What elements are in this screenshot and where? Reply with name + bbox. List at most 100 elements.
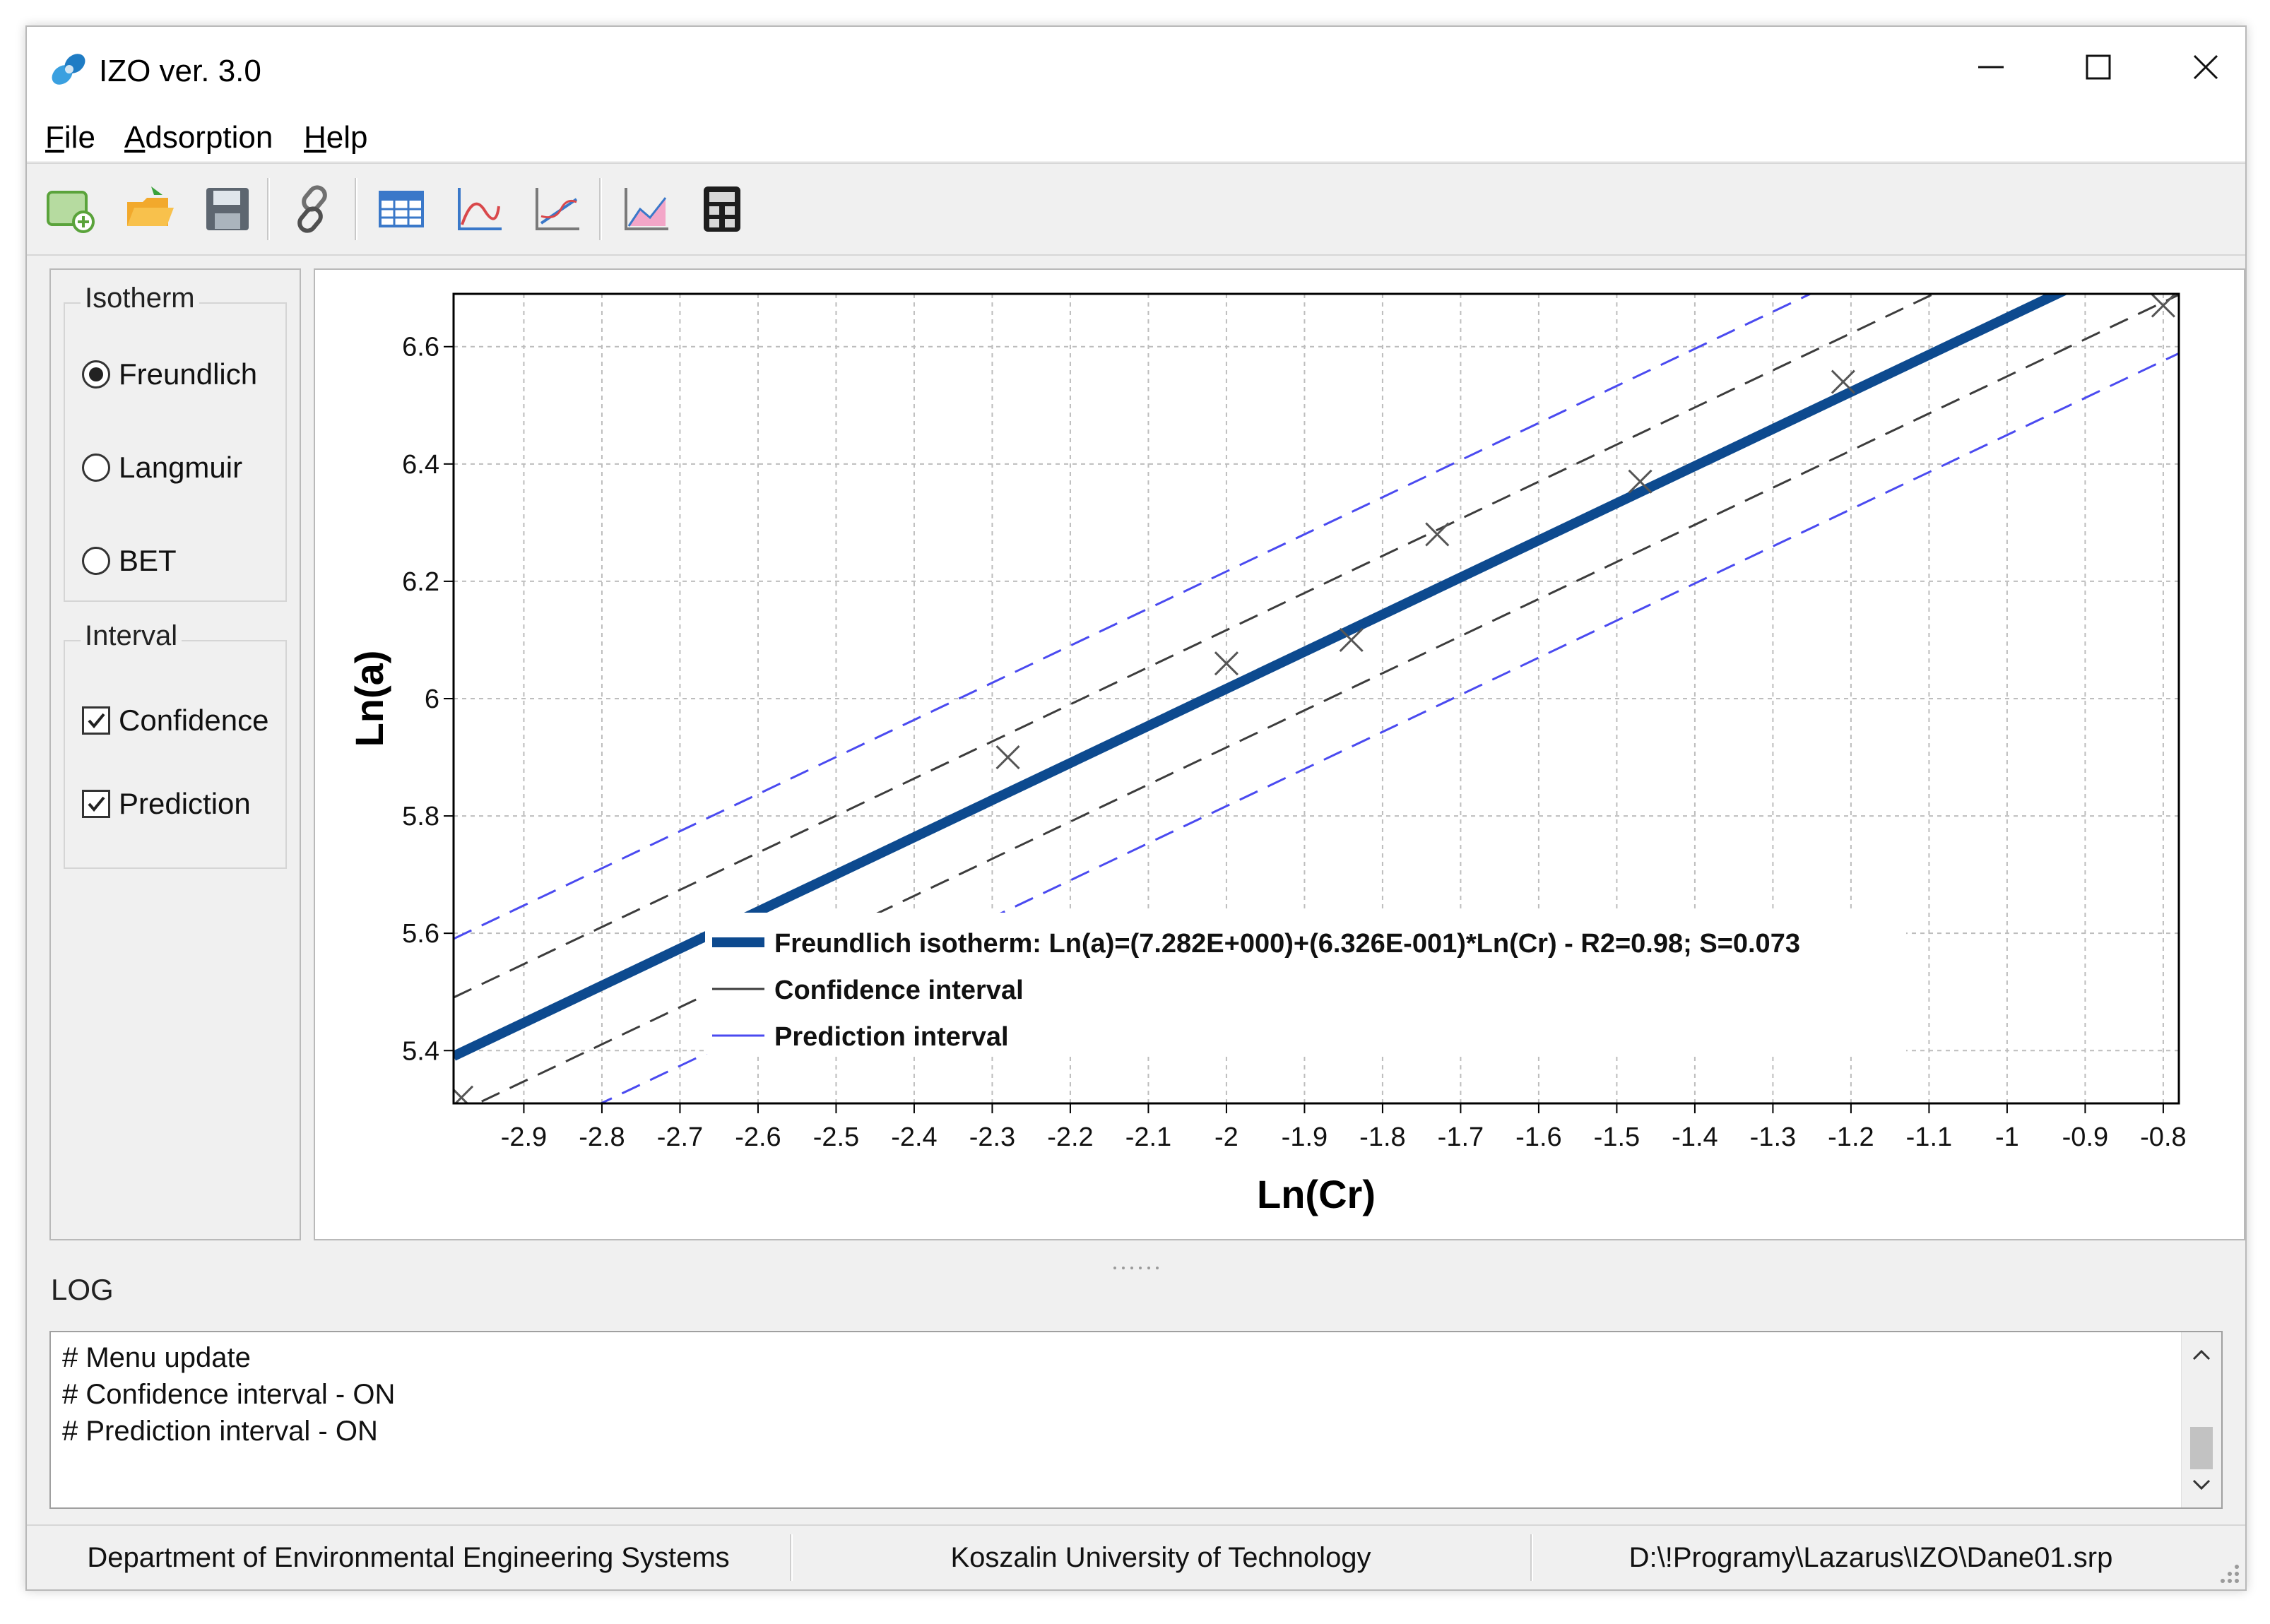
checkbox-prediction-box <box>82 790 110 818</box>
interval-plot-button[interactable] <box>615 178 677 240</box>
y-tick-label: 5.8 <box>402 802 439 831</box>
toolbar-separator <box>267 178 270 240</box>
checkbox-confidence-box <box>82 706 110 735</box>
data-point <box>1214 651 1239 676</box>
menu-file[interactable]: File <box>45 120 95 155</box>
resize-grip-icon[interactable] <box>2213 1557 2241 1585</box>
chart-legend: Freundlich isotherm: Ln(a)=(7.282E+000)+… <box>705 913 1906 1054</box>
checkbox-prediction[interactable]: Prediction <box>82 784 251 824</box>
open-button[interactable] <box>119 178 181 240</box>
prediction-upper-line <box>454 294 1813 940</box>
x-tick-label: -1.5 <box>1594 1122 1640 1152</box>
table-button[interactable] <box>370 178 432 240</box>
scroll-thumb[interactable] <box>2190 1427 2213 1469</box>
radio-freundlich-indicator <box>82 360 110 389</box>
link-button[interactable] <box>283 178 345 240</box>
isotherm-group-title: Isotherm <box>81 283 199 314</box>
scroll-up-button[interactable] <box>2182 1335 2221 1375</box>
panel-splitter[interactable] <box>27 1264 2245 1272</box>
link-icon <box>297 185 327 233</box>
maximize-icon <box>2086 54 2111 80</box>
x-tick-label: -1.7 <box>1438 1122 1484 1152</box>
data-point-stroke <box>1339 627 1364 653</box>
close-icon <box>2193 54 2218 80</box>
log-title: LOG <box>51 1273 114 1306</box>
status-separator <box>1530 1534 1533 1581</box>
status-separator <box>790 1534 793 1581</box>
x-tick-label: -1.1 <box>1906 1122 1952 1152</box>
log-line: # Prediction interval - ON <box>62 1416 378 1447</box>
splitter-grip-icon <box>1113 1267 1159 1269</box>
save-icon <box>206 188 249 230</box>
data-point <box>1628 469 1653 494</box>
interval-group-title: Interval <box>81 620 182 652</box>
data-point-stroke <box>2151 294 2175 318</box>
data-point-stroke <box>1425 522 1450 547</box>
open-folder-icon <box>127 186 174 226</box>
status-file-path: D:\!Programy\Lazarus\IZO\Dane01.srp <box>1628 1541 2113 1573</box>
x-tick-label: -2.7 <box>657 1122 703 1152</box>
check-icon <box>88 713 105 729</box>
x-tick-label: -0.8 <box>2140 1122 2186 1152</box>
isotherm-plot-button[interactable] <box>448 178 510 240</box>
close-button[interactable] <box>2163 37 2248 97</box>
app-logo-icon <box>52 54 85 85</box>
menu-file-accel: F <box>45 120 64 155</box>
toolbar-separator <box>355 178 357 240</box>
x-tick-label: -2.3 <box>969 1122 1015 1152</box>
y-axis-label: Ln(a) <box>347 651 391 747</box>
y-tick-label: 6.2 <box>402 567 439 597</box>
isotherm-chart: -2.9 -2.8 -2.7 -2.6 -2.5 -2.4 -2.3 -2.2 -2.1 -2 -1… <box>347 292 2187 1216</box>
x-tick-label: -2 <box>1214 1122 1239 1152</box>
calculator-button[interactable] <box>691 178 753 240</box>
radio-langmuir-indicator <box>82 454 110 482</box>
checkbox-confidence[interactable]: Confidence <box>82 701 268 740</box>
data-point-stroke <box>1214 651 1239 676</box>
check-icon <box>88 796 105 812</box>
x-axis-label: Ln(Cr) <box>1257 1172 1376 1216</box>
radio-langmuir[interactable]: Langmuir <box>82 448 242 487</box>
log-scrollbar[interactable] <box>2181 1332 2221 1507</box>
new-data-icon <box>47 191 95 233</box>
radio-bet[interactable]: BET <box>82 541 177 581</box>
radio-freundlich-label: Freundlich <box>119 357 258 391</box>
interval-group: Interval Confidence Prediction <box>64 620 287 869</box>
log-line: # Confidence interval - ON <box>62 1379 396 1410</box>
x-tick-label: -2.8 <box>579 1122 625 1152</box>
log-line: # Menu update <box>62 1342 251 1373</box>
chevron-down-icon <box>2192 1479 2211 1490</box>
table-icon <box>379 191 424 227</box>
menu-adsorption[interactable]: Adsorption <box>124 120 273 155</box>
toolbar-separator <box>599 178 602 240</box>
x-tick-label: -1.6 <box>1515 1122 1561 1152</box>
log-textarea[interactable]: # Menu update # Confidence interval - ON… <box>49 1331 2223 1509</box>
minimize-button[interactable] <box>1949 37 2033 97</box>
x-tick-label: -2.2 <box>1047 1122 1093 1152</box>
data-point-stroke <box>995 745 1020 770</box>
legend-label-prediction: Prediction interval <box>774 1022 1009 1052</box>
new-data-button[interactable] <box>40 178 102 240</box>
data-point-stroke <box>1628 469 1653 494</box>
y-tick-label: 6 <box>425 684 439 714</box>
scroll-down-button[interactable] <box>2182 1465 2221 1505</box>
x-tick-label: -2.6 <box>735 1122 781 1152</box>
linear-plot-button[interactable] <box>526 178 588 240</box>
radio-freundlich[interactable]: Freundlich <box>82 355 257 394</box>
menu-file-label: ile <box>64 120 95 155</box>
menu-help-label: elp <box>326 120 368 155</box>
chart-data-points <box>454 294 2175 1103</box>
data-point <box>2151 294 2175 318</box>
checkbox-confidence-label: Confidence <box>119 704 269 737</box>
legend-label-fit: Freundlich isotherm: Ln(a)=(7.282E+000)+… <box>774 929 1800 959</box>
radio-bet-label: BET <box>119 544 177 577</box>
menu-bar: File Adsorption Help <box>27 112 2245 161</box>
radio-bet-indicator <box>82 547 110 575</box>
chart-ticks: -2.9 -2.8 -2.7 -2.6 -2.5 -2.4 -2.3 -2.2 -2.1 -2 -1… <box>402 333 2186 1152</box>
save-button[interactable] <box>196 178 259 240</box>
menu-help[interactable]: Help <box>304 120 368 155</box>
x-tick-label: -0.9 <box>2062 1122 2108 1152</box>
title-bar: IZO ver. 3.0 <box>27 27 2245 112</box>
confidence-upper-line <box>454 294 1937 999</box>
legend-label-confidence: Confidence interval <box>774 976 1024 1005</box>
maximize-button[interactable] <box>2056 37 2141 97</box>
